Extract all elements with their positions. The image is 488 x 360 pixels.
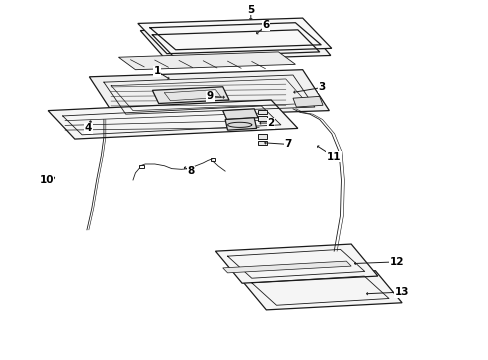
Bar <box>139 165 144 168</box>
Bar <box>258 134 266 139</box>
Polygon shape <box>239 271 401 310</box>
Polygon shape <box>224 118 256 130</box>
Text: 13: 13 <box>394 287 408 297</box>
Bar <box>210 158 215 161</box>
Bar <box>258 141 266 145</box>
Bar <box>258 116 266 121</box>
Text: 8: 8 <box>187 166 194 176</box>
Text: 7: 7 <box>284 139 291 149</box>
Polygon shape <box>89 70 329 118</box>
Text: 4: 4 <box>84 123 92 134</box>
Text: 3: 3 <box>318 82 325 93</box>
Bar <box>258 109 266 114</box>
Polygon shape <box>222 261 350 273</box>
Text: 5: 5 <box>246 5 254 15</box>
Text: 1: 1 <box>153 67 161 76</box>
Polygon shape <box>215 244 377 283</box>
Text: 10: 10 <box>40 175 54 185</box>
Text: 9: 9 <box>206 91 214 102</box>
Text: 11: 11 <box>326 152 341 162</box>
Polygon shape <box>118 52 295 70</box>
Polygon shape <box>292 96 323 107</box>
Polygon shape <box>140 25 330 61</box>
Text: 12: 12 <box>389 257 404 267</box>
Polygon shape <box>152 87 228 103</box>
Polygon shape <box>48 100 297 139</box>
Text: 6: 6 <box>262 20 269 30</box>
Text: 2: 2 <box>267 118 274 128</box>
Polygon shape <box>222 109 258 120</box>
Polygon shape <box>138 18 331 54</box>
